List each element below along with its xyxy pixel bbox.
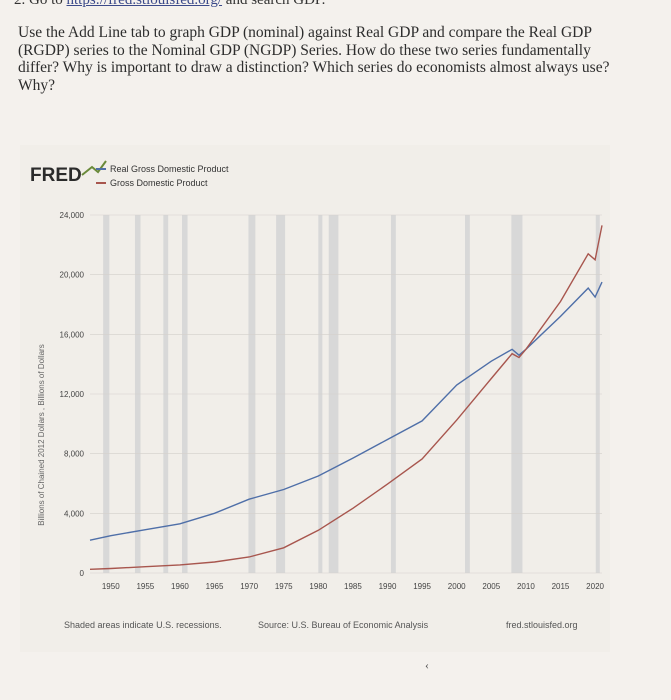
nominal-gdp-line <box>89 225 603 570</box>
y-tick-label: 8,000 <box>64 450 85 459</box>
question-text: Use the Add Line tab to graph GDP (nomin… <box>18 24 610 94</box>
x-tick-label: 1955 <box>136 582 154 591</box>
fred-logo-icon <box>81 160 107 176</box>
y-tick-label: 16,000 <box>60 330 85 339</box>
fred-logo: FRED <box>30 160 107 186</box>
chart-series <box>89 225 603 570</box>
y-tick-label: 20,000 <box>60 271 85 280</box>
x-tick-label: 1995 <box>413 582 431 591</box>
x-axis-ticks: 1950 1955 1960 1965 1970 1975 1980 1985 1990 1995… <box>102 582 605 591</box>
real-gdp-line <box>89 281 603 541</box>
x-tick-label: 2020 <box>586 582 604 591</box>
instruction-suffix: and search GDP. <box>225 0 326 8</box>
y-tick-label: 0 <box>80 569 85 578</box>
x-tick-label: 2010 <box>517 582 535 591</box>
x-tick-label: 1965 <box>206 582 224 591</box>
x-tick-label: 1985 <box>344 582 362 591</box>
fred-chart: FRED Real Gross Domestic Product Gross D… <box>20 145 610 652</box>
instruction-line: 2. Go to https://fred.stlouisfed.org/ an… <box>14 0 325 9</box>
chart-svg: FRED Real Gross Domestic Product Gross D… <box>30 160 605 630</box>
legend-real-label: Real Gross Domestic Product <box>110 164 229 174</box>
x-tick-label: 2015 <box>552 582 570 591</box>
y-tick-label: 12,000 <box>60 390 85 399</box>
x-tick-label: 2005 <box>482 582 500 591</box>
source-note: Source: U.S. Bureau of Economic Analysis <box>258 620 429 630</box>
y-tick-label: 24,000 <box>60 211 85 220</box>
x-tick-label: 1990 <box>379 582 397 591</box>
cursor-icon: ‹ <box>425 658 429 672</box>
x-tick-label: 1960 <box>171 582 189 591</box>
x-tick-label: 1970 <box>240 582 258 591</box>
x-tick-label: 1975 <box>275 582 293 591</box>
y-axis-ticks: 0 4,000 8,000 12,000 16,000 20,000 24,000 <box>60 211 85 578</box>
x-tick-label: 1980 <box>309 582 327 591</box>
chart-legend: Real Gross Domestic Product Gross Domest… <box>96 164 229 188</box>
recession-note: Shaded areas indicate U.S. recessions. <box>64 620 222 630</box>
y-tick-label: 4,000 <box>64 509 85 518</box>
fred-url-note[interactable]: fred.stlouisfed.org <box>506 620 578 630</box>
x-tick-label: 1950 <box>102 582 120 591</box>
legend-nominal-label: Gross Domestic Product <box>110 178 208 188</box>
fred-link[interactable]: https://fred.stlouisfed.org/ <box>66 0 223 8</box>
instruction-prefix: 2. Go to <box>14 0 63 8</box>
fred-logo-text: FRED <box>30 165 82 186</box>
y-axis-label: Billions of Chained 2012 Dollars , Billi… <box>37 344 46 525</box>
x-tick-label: 2000 <box>448 582 466 591</box>
